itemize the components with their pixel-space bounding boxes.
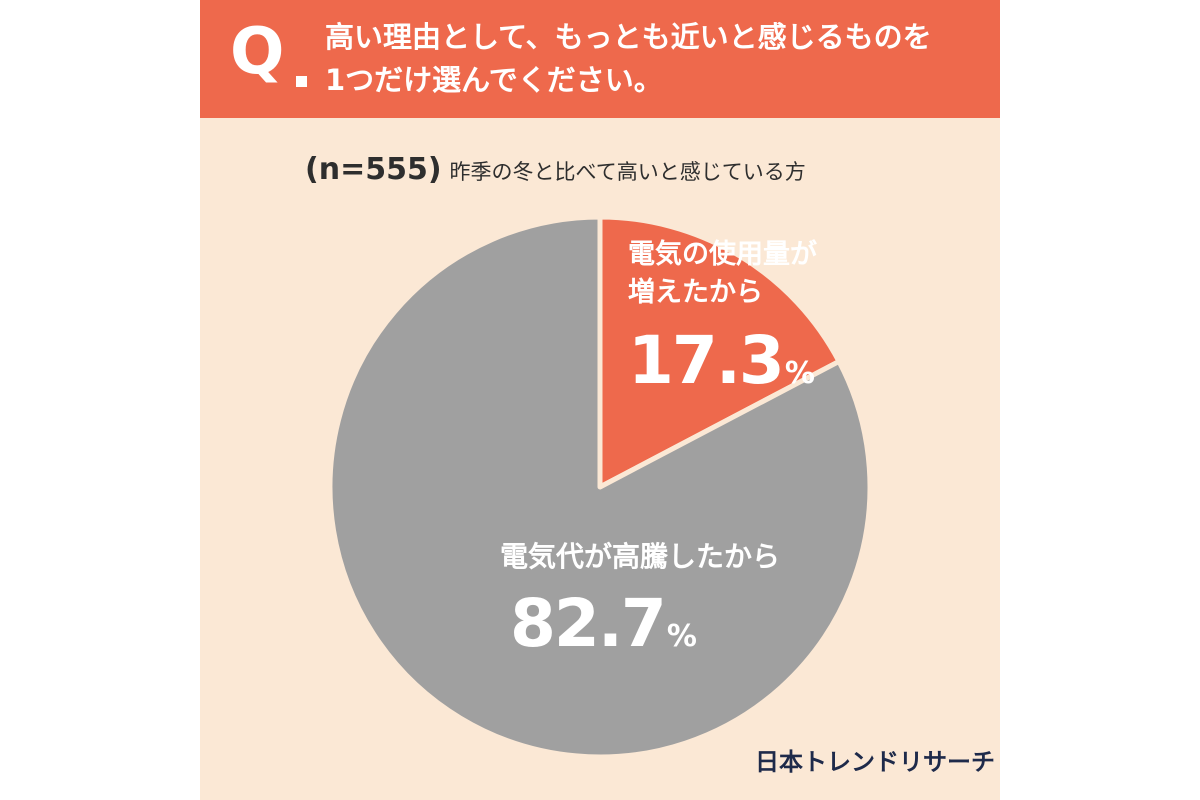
slice-value-usage-increase: 17.3%	[628, 322, 815, 399]
question-line-2: 1つだけ選んでください。	[325, 63, 663, 97]
slice-label-line: 電気の使用量が	[628, 239, 817, 270]
question-text: 高い理由として、もっとも近いと感じるものを 1つだけ選んでください。	[325, 16, 932, 102]
slice-value-number: 82.7	[510, 585, 667, 662]
chart-subtitle: (n=555) 昨季の冬と比べて高いと感じている方	[305, 150, 806, 194]
question-banner: Q 高い理由として、もっとも近いと感じるものを 1つだけ選んでください。	[200, 0, 1000, 118]
question-line-1: 高い理由として、もっとも近いと感じるものを	[325, 20, 932, 54]
question-badge: Q	[230, 15, 285, 89]
pie-chart	[327, 214, 873, 760]
slice-value-number: 17.3	[628, 322, 785, 399]
respondent-group-label: 昨季の冬と比べて高いと感じている方	[449, 160, 806, 184]
slice-label-line: 増えたから	[628, 277, 763, 308]
pie-slice-usage-increase	[597, 214, 842, 490]
question-badge-dot	[296, 76, 307, 87]
sample-size-label: (n=555)	[305, 152, 442, 187]
slice-value-unit: %	[784, 356, 815, 391]
slice-label-usage-increase: 電気の使用量が 増えたから	[628, 236, 817, 312]
brand-logo-text: 日本トレンドリサーチ	[755, 748, 995, 776]
pie-slice-price-surge	[327, 214, 873, 760]
slice-value-price-surge: 82.7%	[510, 585, 697, 662]
infographic-card: Q 高い理由として、もっとも近いと感じるものを 1つだけ選んでください。 (n=…	[200, 0, 1000, 800]
slice-value-unit: %	[666, 619, 697, 654]
slice-label-price-surge: 電気代が高騰したから	[500, 540, 781, 573]
